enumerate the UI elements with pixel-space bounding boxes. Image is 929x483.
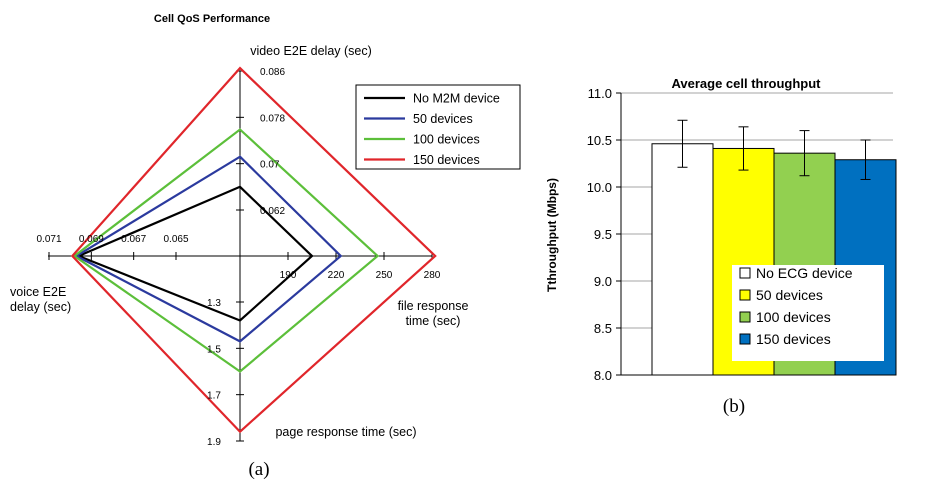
radar-tick-label: 220 — [328, 270, 345, 281]
radar-tick-label: 250 — [376, 270, 393, 281]
axis-label-file: file response time (sec) — [398, 299, 469, 328]
radar-tick-label: 0.069 — [79, 234, 104, 245]
legend-label: 150 devices — [756, 331, 831, 347]
radar-chart: Cell QoS Performance 0.086 0.078 0.07 0.062… — [10, 13, 521, 480]
radar-series-50-devices — [74, 155, 343, 343]
bar-legend: No ECG device 50 devices 100 devices 150 de… — [732, 265, 884, 361]
legend-label: No ECG device — [756, 265, 853, 281]
radar-tick-label: 0.07 — [260, 160, 280, 171]
radar-tick-label: 0.062 — [260, 206, 285, 217]
axis-label-voice: voice E2E delay (sec) — [10, 285, 71, 314]
radar-tick-label: 0.086 — [260, 67, 285, 78]
bar-ytick-label: 9.0 — [594, 274, 612, 289]
radar-tick-label: 1.3 — [207, 298, 221, 309]
legend-label: 50 devices — [413, 112, 473, 126]
bar-no-ecg-device — [651, 143, 714, 376]
axis-label-page: page response time (sec) — [275, 425, 416, 439]
legend-label: 100 devices — [413, 133, 480, 147]
bar-ytick-label: 8.5 — [594, 321, 612, 336]
legend-label: 150 devices — [413, 153, 480, 167]
radar-series-no-m2m-device — [75, 185, 314, 322]
caption-b: (b) — [723, 396, 745, 417]
radar-tick-label: 0.065 — [163, 234, 188, 245]
bar-ytick-label: 10.5 — [587, 133, 612, 148]
legend-swatch — [739, 311, 751, 323]
axis-label-video: video E2E delay (sec) — [250, 44, 372, 58]
radar-tick-label: 1.7 — [207, 391, 221, 402]
legend-label: 50 devices — [756, 287, 823, 303]
bar-ytick-label: 11.0 — [588, 86, 612, 101]
legend-swatch — [739, 333, 751, 345]
legend-label: 100 devices — [756, 309, 831, 325]
radar-tick-label: 0.067 — [121, 234, 146, 245]
radar-tick-label: 0.078 — [260, 113, 285, 124]
radar-series-150-devices — [70, 66, 437, 434]
bar-axes — [620, 93, 893, 376]
legend-swatch — [739, 267, 751, 279]
radar-series — [70, 66, 437, 434]
bar-chart: Average cell throughput 8.0 8.5 9.0 9.5 10.0… — [545, 76, 897, 417]
bar-ytick-label: 10.0 — [587, 180, 612, 195]
bar-title: Average cell throughput — [671, 76, 821, 91]
caption-a: (a) — [248, 459, 269, 480]
bar-ylabel: Tthroughput (Mbps) — [545, 178, 559, 292]
radar-axes — [48, 70, 433, 442]
bar-ytick-label: 9.5 — [594, 227, 612, 242]
bar-ytick-label: 8.0 — [594, 368, 612, 383]
radar-tick-label: 280 — [424, 270, 441, 281]
radar-tick-label: 190 — [280, 270, 297, 281]
radar-tick-label: 1.9 — [207, 437, 221, 448]
radar-title: Cell QoS Performance — [154, 13, 270, 25]
legend-label: No M2M device — [413, 92, 500, 106]
radar-tick-label: 1.5 — [207, 344, 221, 355]
radar-legend: No M2M device 50 devices 100 devices 150 de… — [355, 84, 521, 170]
legend-swatch — [739, 289, 751, 301]
radar-series-100-devices — [72, 128, 380, 373]
radar-tick-labels: 0.086 0.078 0.07 0.062 190 220 250 280 1.3 1.5 1.7… — [36, 67, 440, 448]
radar-tick-label: 0.071 — [36, 234, 61, 245]
